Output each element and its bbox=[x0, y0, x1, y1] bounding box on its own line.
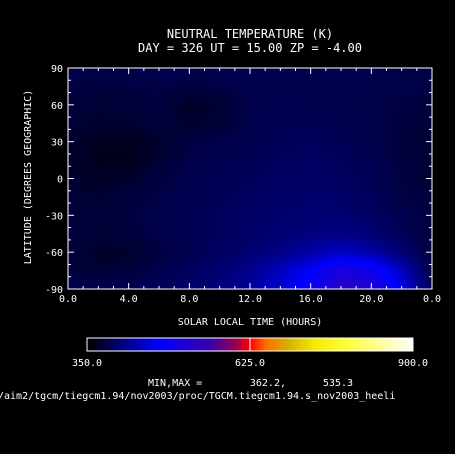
x-tick-label: 12.0 bbox=[238, 294, 262, 305]
y-axis-label: LATITUDE (DEGREES GEOGRAPHIC) bbox=[23, 90, 34, 265]
x-tick-label: 0.0 bbox=[59, 294, 77, 305]
x-tick-label: 20.0 bbox=[359, 294, 383, 305]
x-axis: 0.0 4.0 8.0 12.0 16.0 20.0 0.0 bbox=[59, 68, 441, 305]
y-tick-label: -90 bbox=[45, 285, 63, 296]
file-path-label: /aim2/tgcm/tiegcm1.94/nov2003/proc/TGCM.… bbox=[0, 391, 395, 402]
colorbar-label-max: 900.0 bbox=[398, 358, 428, 369]
y-axis: 90 60 30 0 -30 -60 -90 bbox=[45, 64, 432, 296]
max-value: 535.3 bbox=[323, 378, 353, 389]
x-tick-label: 8.0 bbox=[180, 294, 198, 305]
y-tick-label: -30 bbox=[45, 211, 63, 222]
y-tick-label: 60 bbox=[51, 101, 63, 112]
colorbar-label-min: 350.0 bbox=[72, 358, 102, 369]
minmax-label: MIN,MAX = bbox=[148, 378, 202, 389]
x-tick-label: 4.0 bbox=[120, 294, 138, 305]
y-tick-label: 90 bbox=[51, 64, 63, 75]
x-tick-label: 0.0 bbox=[423, 294, 441, 305]
x-tick-label: 16.0 bbox=[299, 294, 323, 305]
chart-subtitle: DAY = 326 UT = 15.00 ZP = -4.00 bbox=[138, 41, 362, 55]
y-tick-label: 0 bbox=[57, 175, 63, 186]
y-tick-label: 30 bbox=[51, 138, 63, 149]
colorbar-label-mid: 625.0 bbox=[235, 358, 265, 369]
y-tick-label: -60 bbox=[45, 248, 63, 259]
heatmap-surface bbox=[68, 68, 432, 289]
chart-title: NEUTRAL TEMPERATURE (K) bbox=[167, 27, 333, 41]
x-axis-label: SOLAR LOCAL TIME (HOURS) bbox=[178, 317, 323, 328]
min-value: 362.2, bbox=[250, 378, 286, 389]
